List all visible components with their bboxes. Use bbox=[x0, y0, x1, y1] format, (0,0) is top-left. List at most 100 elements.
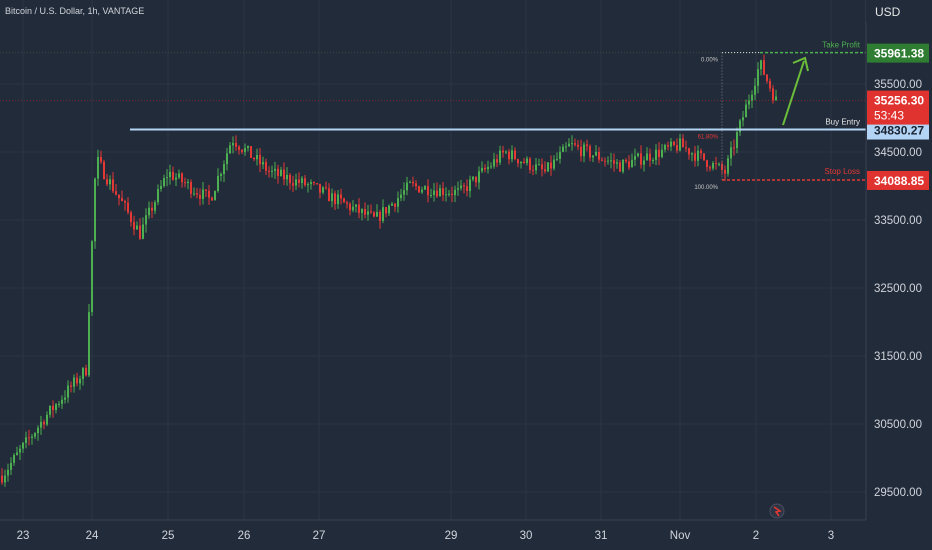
candle-body bbox=[628, 161, 630, 168]
candle-body bbox=[490, 166, 492, 168]
candle-body bbox=[397, 198, 399, 207]
y-tick-label: 32500.00 bbox=[874, 283, 922, 295]
candle-body bbox=[622, 159, 624, 172]
candle-body bbox=[520, 161, 522, 164]
candle-body bbox=[376, 211, 378, 217]
candle-body bbox=[406, 182, 408, 191]
candle-body bbox=[328, 188, 330, 202]
candle-body bbox=[517, 159, 519, 164]
candle-body bbox=[466, 186, 468, 192]
candle-body bbox=[751, 94, 753, 101]
candle-body bbox=[277, 168, 279, 176]
x-tick-label: 3 bbox=[828, 530, 834, 542]
fib-0-label: 0.00% bbox=[701, 58, 719, 64]
candle-body bbox=[202, 189, 204, 199]
candle-body bbox=[133, 222, 135, 230]
candle-body bbox=[559, 151, 561, 159]
x-tick-label: 23 bbox=[17, 530, 30, 542]
reset-chart-icon[interactable] bbox=[769, 503, 785, 519]
candle-body bbox=[382, 207, 384, 221]
candle-body bbox=[40, 421, 42, 428]
candle-body bbox=[673, 141, 675, 146]
candle-body bbox=[244, 148, 246, 152]
chart-annotations: Take Profit Buy Entry Stop Loss 0.00% 61.80%… bbox=[694, 41, 860, 191]
currency-button[interactable] bbox=[866, 0, 911, 22]
candle-body bbox=[322, 187, 324, 193]
candle-body bbox=[238, 146, 240, 150]
candle-body bbox=[4, 475, 6, 483]
candle-body bbox=[229, 145, 231, 154]
candle-body bbox=[115, 191, 117, 195]
candle-body bbox=[379, 211, 381, 221]
candle-body bbox=[169, 171, 171, 178]
candle-body bbox=[553, 159, 555, 169]
candle-body bbox=[91, 241, 93, 313]
candle-body bbox=[478, 171, 480, 183]
candle-body bbox=[424, 186, 426, 190]
candle-body bbox=[172, 171, 174, 180]
candle-body bbox=[139, 225, 141, 239]
current-price-tag bbox=[867, 90, 929, 125]
candle-body bbox=[85, 367, 87, 376]
candle-body bbox=[682, 138, 684, 148]
candle-body bbox=[58, 403, 60, 405]
candle-body bbox=[448, 193, 450, 195]
candle-body bbox=[388, 205, 390, 214]
candle-body bbox=[580, 146, 582, 157]
candle-body bbox=[442, 188, 444, 195]
candle-body bbox=[217, 175, 219, 192]
candle-body bbox=[385, 207, 387, 214]
candle-body bbox=[307, 184, 309, 186]
candle-body bbox=[439, 188, 441, 197]
x-tick-label: 30 bbox=[520, 530, 533, 542]
candle-body bbox=[460, 185, 462, 189]
candle-body bbox=[748, 100, 750, 105]
candle-body bbox=[181, 173, 183, 183]
candle-body bbox=[148, 207, 150, 216]
candle-body bbox=[196, 193, 198, 195]
candle-body bbox=[130, 212, 132, 223]
candle-body bbox=[586, 144, 588, 147]
candle-body bbox=[334, 193, 336, 205]
candle-body bbox=[775, 96, 777, 101]
candle-body bbox=[145, 215, 147, 225]
projection-arrow-head bbox=[792, 56, 809, 72]
candle-body bbox=[577, 144, 579, 147]
candle-body bbox=[655, 149, 657, 160]
candle-body bbox=[712, 163, 714, 169]
candle-body bbox=[610, 160, 612, 162]
candle-body bbox=[514, 150, 516, 160]
candle-body bbox=[136, 225, 138, 230]
candle-body bbox=[232, 142, 234, 146]
candle-body bbox=[487, 166, 489, 170]
candle-body bbox=[550, 162, 552, 169]
candle-body bbox=[538, 164, 540, 166]
candle-body bbox=[547, 162, 549, 172]
candle-body bbox=[94, 178, 96, 242]
candle-body bbox=[607, 160, 609, 162]
candle-body bbox=[88, 312, 90, 376]
candle-body bbox=[184, 182, 186, 184]
candle-body bbox=[637, 153, 639, 157]
candle-body bbox=[34, 433, 36, 437]
candle-body bbox=[82, 367, 84, 379]
candle-body bbox=[205, 189, 207, 191]
candle-body bbox=[475, 176, 477, 183]
candle-body bbox=[373, 212, 375, 217]
candle-body bbox=[37, 427, 39, 434]
y-tick-label: 34500.00 bbox=[874, 147, 922, 159]
candle-body bbox=[670, 141, 672, 147]
buy-entry-value: 34830.27 bbox=[874, 124, 924, 138]
x-tick-label: 2 bbox=[753, 530, 759, 542]
candle-body bbox=[601, 159, 603, 161]
currency-label: USD bbox=[875, 5, 901, 19]
candle-body bbox=[724, 169, 726, 174]
candle-body bbox=[415, 183, 417, 187]
candle-body bbox=[604, 160, 606, 162]
candle-body bbox=[565, 146, 567, 148]
candle-body bbox=[52, 405, 54, 411]
candle-body bbox=[760, 60, 762, 70]
candle-body bbox=[532, 169, 534, 171]
